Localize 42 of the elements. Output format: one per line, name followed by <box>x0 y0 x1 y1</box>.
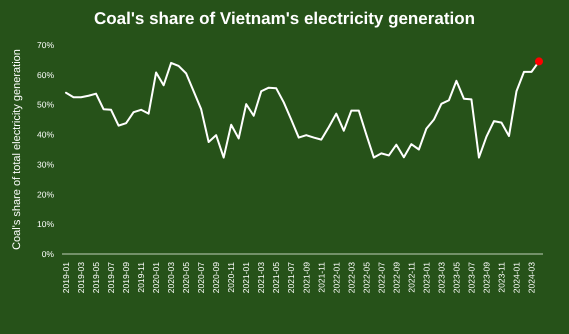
x-tick-label: 2022-03 <box>346 262 356 294</box>
x-tick-label: 2021-09 <box>301 262 312 294</box>
chart-title: Coal's share of Vietnam's electricity generation <box>94 9 475 28</box>
y-axis-title: Coal's share of total electricity generation <box>11 49 23 250</box>
x-tick-label: 2021-03 <box>256 262 266 294</box>
x-tick-label: 2019-07 <box>106 262 116 294</box>
x-tick-label: 2023-09 <box>481 262 492 294</box>
x-tick-label: 2021-05 <box>271 262 282 294</box>
y-tick-label: 20% <box>36 189 54 200</box>
x-tick-label: 2023-05 <box>451 262 462 294</box>
x-tick-label: 2020-09 <box>211 262 222 294</box>
x-tick-label: 2020-05 <box>181 262 192 294</box>
x-tick-label: 2023-07 <box>466 262 476 294</box>
x-tick-label: 2023-11 <box>496 262 506 293</box>
x-tick-label: 2020-11 <box>226 262 236 293</box>
x-tick-label: 2022-07 <box>376 262 386 294</box>
y-tick-label: 60% <box>36 70 54 80</box>
x-tick-label: 2020-01 <box>151 262 162 294</box>
y-tick-label: 40% <box>36 130 54 140</box>
y-tick-label: 50% <box>36 100 54 110</box>
x-tick-label: 2019-03 <box>76 262 86 294</box>
x-tick-label: 2019-05 <box>91 262 102 294</box>
x-tick-label: 2024-01 <box>511 262 522 294</box>
x-tick-label: 2022-09 <box>391 262 402 294</box>
x-tick-label: 2021-01 <box>241 262 252 294</box>
x-tick-label: 2024-03 <box>526 262 536 294</box>
y-tick-label: 70% <box>36 40 54 50</box>
x-tick-label: 2020-07 <box>196 262 206 294</box>
x-tick-label: 2020-03 <box>166 262 176 294</box>
x-tick-label: 2022-01 <box>331 262 342 294</box>
x-tick-label: 2019-11 <box>136 262 146 293</box>
x-tick-label: 2023-03 <box>436 262 446 294</box>
x-tick-label: 2019-09 <box>121 262 132 294</box>
y-tick-label: 30% <box>36 159 54 170</box>
x-tick-label: 2021-07 <box>286 262 296 294</box>
y-tick-label: 0% <box>42 248 54 259</box>
x-tick-label: 2023-01 <box>421 262 432 294</box>
x-tick-label: 2022-05 <box>361 262 372 294</box>
y-tick-label: 10% <box>36 219 54 230</box>
x-tick-label: 2022-11 <box>406 262 416 293</box>
x-tick-label: 2021-11 <box>316 262 326 293</box>
x-tick-label: 2019-01 <box>61 262 71 294</box>
